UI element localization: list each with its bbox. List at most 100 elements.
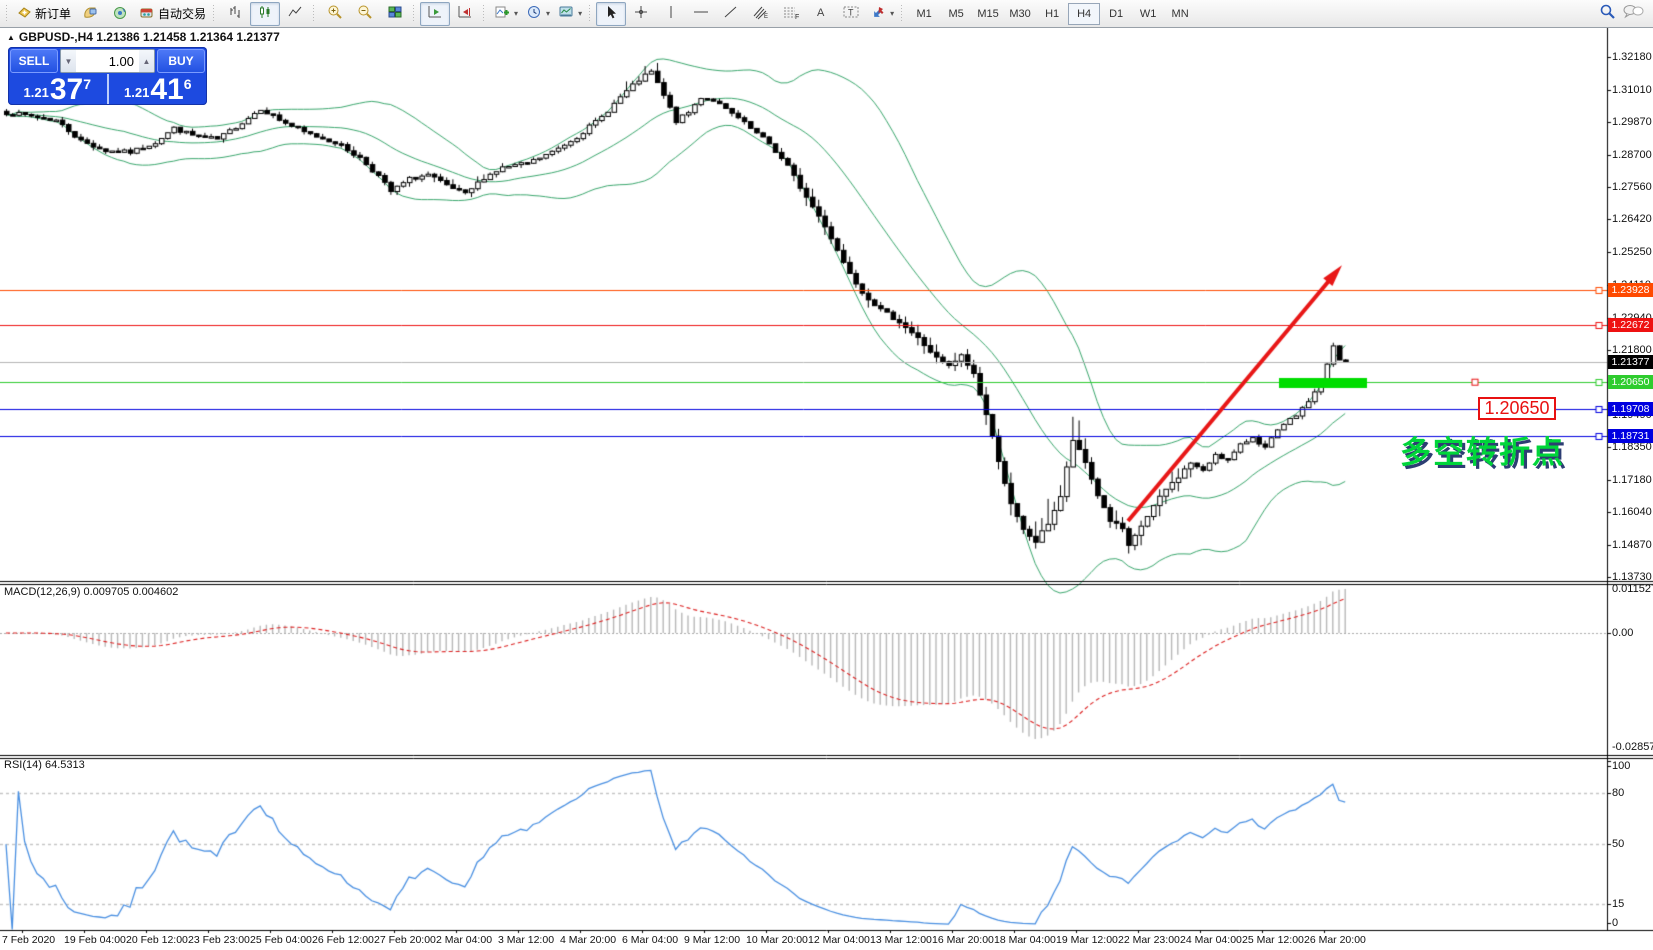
toolbar-grip bbox=[483, 4, 488, 23]
templates-button[interactable]: ▾ bbox=[554, 2, 586, 26]
crosshair-icon bbox=[633, 4, 649, 23]
date-tick-label: 16 Mar 20:00 bbox=[932, 934, 994, 946]
search-icon[interactable] bbox=[1599, 3, 1616, 25]
svg-text:F: F bbox=[795, 14, 799, 20]
sell-button[interactable]: SELL bbox=[10, 49, 58, 73]
zoom-out-button[interactable] bbox=[350, 2, 380, 26]
toolbar-grip bbox=[589, 4, 594, 23]
collapse-one-click-icon[interactable]: ▲ bbox=[7, 32, 15, 42]
bar-chart-icon bbox=[227, 4, 243, 23]
indicators-dropdown-icon[interactable]: ▾ bbox=[514, 9, 519, 18]
buy-button[interactable]: BUY bbox=[157, 49, 205, 73]
ask-price-big: 41 bbox=[150, 73, 184, 106]
profiles-icon bbox=[82, 5, 98, 23]
tile-windows-button[interactable] bbox=[380, 2, 410, 26]
timeframe-m15-button[interactable]: M15 bbox=[977, 7, 999, 20]
fibonacci-tool-button[interactable]: F bbox=[776, 2, 806, 26]
chart-area[interactable]: ▲ GBPUSD-,H4 1.21386 1.21458 1.21364 1.2… bbox=[0, 28, 1653, 950]
volume-increase-button[interactable]: ▲ bbox=[139, 50, 154, 72]
profiles-button[interactable] bbox=[75, 2, 105, 26]
chart-shift-button[interactable] bbox=[450, 2, 480, 26]
rsi-tick-label: 80 bbox=[1612, 787, 1625, 800]
price-tick-label: 1.17180 bbox=[1612, 474, 1652, 487]
chat-icon[interactable] bbox=[1622, 3, 1644, 24]
volume-decrease-button[interactable]: ▼ bbox=[61, 50, 76, 72]
horizontal-line-tool-button[interactable] bbox=[686, 2, 716, 26]
vertical-line-tool-button[interactable] bbox=[656, 2, 686, 26]
price-tick-label: 1.13730 bbox=[1612, 571, 1652, 584]
timeframe-d1-button[interactable]: D1 bbox=[1109, 7, 1124, 20]
bid-price-display[interactable]: 1.21 37 7 bbox=[8, 73, 107, 106]
price-tick-label: 1.18350 bbox=[1612, 441, 1652, 454]
equidistant-channel-tool-button[interactable]: E bbox=[746, 2, 776, 26]
trendline-tool-button[interactable] bbox=[716, 2, 746, 26]
zoom-out-icon bbox=[357, 4, 373, 23]
turning-point-text[interactable]: 多空转折点 bbox=[1400, 435, 1565, 470]
new-order-button[interactable]: 新订单 bbox=[13, 2, 75, 26]
auto-trading-button[interactable]: 自动交易 bbox=[135, 2, 210, 26]
chart-title: ▲ GBPUSD-,H4 1.21386 1.21458 1.21364 1.2… bbox=[7, 30, 280, 44]
signals-icon bbox=[112, 5, 128, 23]
bid-price-big: 37 bbox=[49, 73, 84, 106]
chart-canvas[interactable] bbox=[0, 28, 1653, 950]
candlestick-chart-button[interactable] bbox=[250, 1, 281, 26]
volume-stepper: ▼ 1.00 ▲ bbox=[60, 49, 155, 73]
zoom-in-button[interactable] bbox=[320, 2, 350, 26]
timeframe-w1-button[interactable]: W1 bbox=[1139, 7, 1157, 20]
date-tick-label: 9 Mar 12:00 bbox=[684, 934, 741, 946]
arrows-tool-button[interactable]: ▾ bbox=[866, 2, 898, 26]
ask-price-pip: 6 bbox=[183, 76, 192, 92]
line-chart-button[interactable] bbox=[280, 2, 310, 26]
macd-tick-label: 0.00 bbox=[1612, 627, 1634, 639]
periods-dropdown-icon[interactable]: ▾ bbox=[546, 9, 551, 18]
timeframe-m5-button[interactable]: M5 bbox=[948, 7, 964, 20]
crosshair-tool-button[interactable] bbox=[626, 2, 656, 26]
signals-button[interactable] bbox=[105, 2, 135, 26]
price-line-badge: 1.22672 bbox=[1608, 318, 1653, 333]
timeframe-m1-button[interactable]: M1 bbox=[916, 7, 932, 20]
date-tick-label: 25 Feb 04:00 bbox=[250, 934, 312, 946]
date-tick-label: 22 Mar 23:00 bbox=[1118, 934, 1180, 946]
price-annotation-box[interactable]: 1.20650 bbox=[1478, 397, 1556, 420]
text-label-tool-button[interactable]: T bbox=[836, 2, 866, 26]
date-tick-label: 23 Feb 23:00 bbox=[188, 934, 250, 946]
auto-scroll-button[interactable] bbox=[420, 1, 451, 26]
price-tick-label: 1.31010 bbox=[1612, 83, 1652, 96]
zoom-in-icon bbox=[327, 4, 343, 23]
price-tick-label: 1.27560 bbox=[1612, 181, 1652, 194]
date-tick-label: 6 Mar 04:00 bbox=[622, 934, 679, 946]
macd-tick-label: 0.011527 bbox=[1612, 583, 1653, 595]
periods-button[interactable]: ▾ bbox=[522, 2, 554, 26]
text-tool-button[interactable]: A bbox=[806, 2, 836, 26]
date-tick-label: 20 Feb 12:00 bbox=[126, 934, 188, 946]
date-tick-label: 12 Mar 04:00 bbox=[808, 934, 870, 946]
svg-text:T: T bbox=[848, 8, 854, 18]
date-tick-label: 27 Feb 20:00 bbox=[374, 934, 436, 946]
indicators-icon bbox=[494, 4, 510, 23]
bar-chart-button[interactable] bbox=[220, 2, 250, 26]
one-click-panel: SELL ▼ 1.00 ▲ BUY 1.21 37 7 1.21 41 6 bbox=[8, 47, 207, 105]
date-tick-label: 2 Mar 04:00 bbox=[436, 934, 493, 946]
arrows-icon bbox=[870, 4, 886, 23]
date-tick-label: 26 Mar 20:00 bbox=[1304, 934, 1366, 946]
svg-text:A: A bbox=[817, 7, 825, 19]
arrows-dropdown-icon[interactable]: ▾ bbox=[890, 9, 895, 18]
bid-price-prefix: 1.21 bbox=[23, 85, 49, 100]
price-tick-label: 1.28700 bbox=[1612, 149, 1652, 162]
date-tick-label: 26 Feb 12:00 bbox=[312, 934, 374, 946]
timeframe-h1-button[interactable]: H1 bbox=[1045, 7, 1060, 20]
timeframe-h4-button[interactable]: H4 bbox=[1068, 2, 1101, 25]
volume-input[interactable]: 1.00 bbox=[108, 53, 134, 69]
tile-windows-icon bbox=[387, 4, 403, 23]
timeframe-m30-button[interactable]: M30 bbox=[1009, 7, 1031, 20]
indicators-button[interactable]: ▾ bbox=[490, 2, 522, 26]
price-line-badge: 1.18731 bbox=[1608, 429, 1653, 444]
ask-price-display[interactable]: 1.21 41 6 bbox=[106, 73, 208, 106]
ask-price-prefix: 1.21 bbox=[124, 85, 150, 100]
date-tick-label: 19 Feb 04:00 bbox=[64, 934, 126, 946]
new-order-label: 新订单 bbox=[35, 7, 72, 21]
templates-dropdown-icon[interactable]: ▾ bbox=[578, 9, 583, 18]
cursor-tool-button[interactable] bbox=[596, 1, 627, 26]
timeframe-mn-button[interactable]: MN bbox=[1171, 7, 1189, 20]
